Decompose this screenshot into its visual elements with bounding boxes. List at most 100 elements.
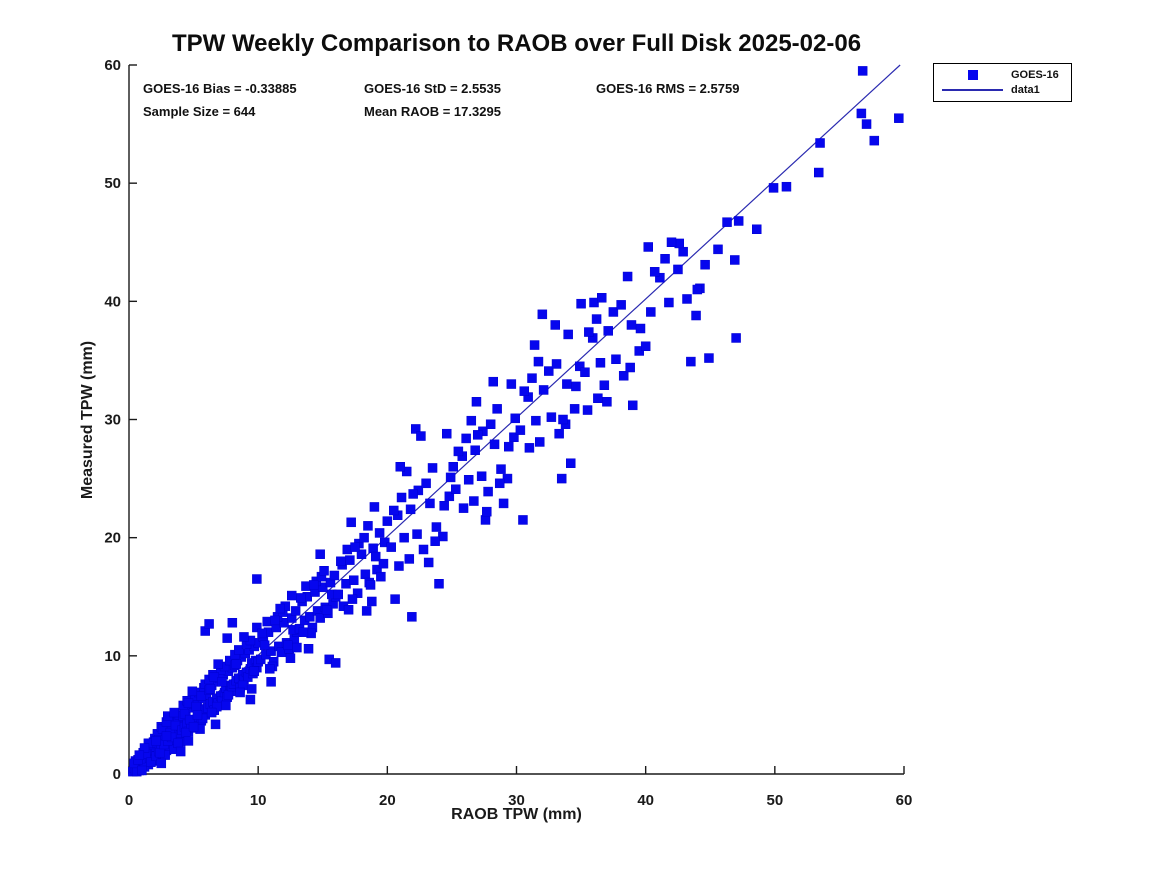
legend-item-data1: data1	[934, 83, 1071, 97]
scatter-point	[664, 297, 674, 308]
scatter-point	[439, 501, 449, 511]
scatter-point	[691, 310, 701, 321]
scatter-point	[395, 462, 405, 472]
scatter-point	[815, 138, 825, 148]
stat-mean-raob: Mean RAOB = 17.3295	[364, 104, 501, 119]
scatter-point	[731, 333, 741, 343]
scatter-point	[466, 415, 477, 426]
scatter-point	[538, 385, 549, 395]
scatter-point	[221, 700, 231, 711]
scatter-point	[498, 498, 509, 509]
scatter-point	[599, 380, 610, 390]
scatter-point	[303, 643, 314, 654]
scatter-point	[626, 320, 637, 330]
x-tick-label: 20	[379, 792, 396, 809]
scatter-point	[192, 710, 203, 720]
scatter-point	[408, 489, 418, 499]
scatter-point	[308, 580, 319, 590]
scatter-point	[265, 664, 275, 674]
scatter-point	[768, 183, 779, 193]
scatter-point	[556, 473, 567, 484]
scatter-point	[483, 486, 493, 497]
scatter-point	[418, 544, 429, 555]
scatter-point	[359, 532, 369, 543]
scatter-point	[580, 367, 590, 377]
x-tick-label: 10	[250, 792, 267, 809]
scatter-point	[292, 642, 302, 653]
scatter-point	[330, 658, 341, 668]
scatter-point	[551, 359, 562, 369]
scatter-point	[266, 677, 276, 687]
scatter-point	[444, 491, 455, 502]
scatter-point	[519, 386, 529, 396]
scatter-point	[434, 579, 444, 589]
scatter-point	[473, 430, 483, 440]
square-marker-icon	[968, 70, 978, 80]
x-tick-label: 30	[508, 792, 525, 809]
scatter-point	[155, 747, 165, 758]
scatter-point	[461, 433, 471, 444]
scatter-point	[365, 580, 376, 590]
scatter-point	[249, 666, 260, 676]
scatter-point	[635, 323, 646, 334]
scatter-point	[562, 379, 572, 389]
y-tick-label: 40	[104, 293, 121, 310]
legend: GOES-16 data1	[933, 63, 1072, 102]
scatter-point	[315, 549, 325, 559]
scatter-point	[367, 596, 377, 607]
scatter-point	[713, 244, 723, 255]
scatter-point	[360, 569, 371, 580]
scatter-point	[673, 264, 683, 275]
scatter-point	[213, 659, 223, 669]
scatter-point	[869, 135, 880, 146]
scatter-point	[550, 320, 560, 330]
legend-item-goes16: GOES-16	[934, 68, 1071, 82]
scatter-point	[222, 633, 232, 643]
scatter-point	[469, 496, 479, 506]
scatter-point	[333, 589, 343, 600]
stat-bias: GOES-16 Bias = -0.33885	[143, 81, 297, 96]
scatter-point	[584, 327, 594, 337]
scatter-point	[704, 353, 714, 363]
legend-label-goes16: GOES-16	[1011, 69, 1059, 81]
scatter-point	[678, 246, 688, 257]
scatter-point	[682, 294, 692, 304]
scatter-point	[404, 554, 415, 564]
scatter-point	[231, 659, 241, 669]
scatter-point	[575, 361, 585, 372]
scatter-point	[394, 561, 404, 571]
y-tick-label: 50	[104, 175, 121, 192]
scatter-point	[235, 687, 245, 698]
scatter-point	[374, 528, 385, 538]
scatter-point	[611, 354, 621, 364]
scatter-point	[205, 684, 216, 694]
scatter-point	[655, 272, 665, 283]
scatter-point	[169, 707, 179, 718]
scatter-point	[298, 627, 309, 637]
scatter-point	[396, 492, 407, 503]
scatter-point	[509, 432, 519, 442]
scatter-point	[347, 594, 358, 604]
scatter-point	[287, 590, 297, 601]
scatter-point	[427, 463, 438, 473]
scatter-point	[290, 606, 301, 616]
scatter-point	[412, 529, 422, 539]
scatter-point	[618, 371, 629, 381]
scatter-point	[537, 309, 548, 320]
scatter-point	[643, 242, 653, 252]
x-tick-label: 0	[125, 792, 133, 809]
scatter-point	[389, 505, 399, 516]
scatter-point	[515, 425, 526, 435]
scatter-point	[206, 707, 217, 718]
scatter-point	[399, 532, 409, 543]
scatter-point	[407, 612, 417, 622]
scatter-point	[146, 757, 156, 767]
scatter-point	[350, 542, 360, 552]
scatter-point	[482, 506, 492, 517]
scatter-point	[252, 622, 262, 633]
scatter-point	[321, 604, 332, 615]
scatter-point	[431, 522, 442, 532]
scatter-point	[134, 750, 145, 760]
scatter-point	[533, 356, 544, 367]
